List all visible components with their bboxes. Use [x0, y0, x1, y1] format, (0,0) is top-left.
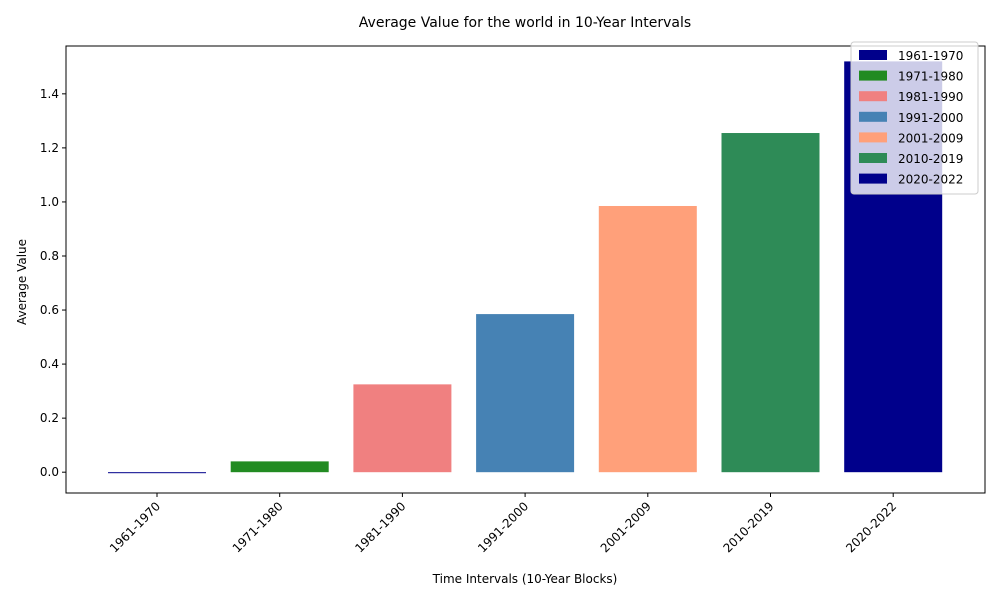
x-tick-label: 2001-2009	[598, 499, 654, 555]
x-tick-label: 2010-2019	[720, 499, 776, 555]
y-tick-label: 0.6	[40, 303, 59, 317]
legend-swatch	[859, 50, 887, 60]
bar-2010-2019	[721, 133, 820, 473]
y-tick-label: 0.2	[40, 411, 59, 425]
bar-1971-1980	[230, 461, 329, 473]
legend-label: 1981-1990	[898, 90, 963, 104]
bar-1981-1990	[353, 384, 452, 473]
legend-swatch	[859, 153, 887, 163]
y-axis-label: Average Value	[15, 239, 29, 325]
legend-label: 2010-2019	[898, 152, 963, 166]
x-tick-label: 1961-1970	[107, 499, 163, 555]
y-tick-label: 1.4	[40, 87, 59, 101]
legend-label: 2020-2022	[898, 173, 963, 187]
legend-swatch	[859, 132, 887, 143]
bar-2001-2009	[598, 205, 697, 473]
y-tick-label: 0.0	[40, 465, 59, 479]
x-tick-label: 2020-2022	[843, 499, 899, 555]
legend-label: 1971-1980	[898, 70, 963, 84]
y-tick-label: 1.2	[40, 141, 59, 155]
y-tick-label: 0.4	[40, 357, 59, 371]
legend-label: 1961-1970	[898, 49, 963, 63]
legend-label: 1991-2000	[898, 111, 963, 125]
x-tick-label: 1971-1980	[230, 499, 286, 555]
x-axis-label: Time Intervals (10-Year Blocks)	[432, 572, 618, 586]
legend-swatch	[859, 91, 887, 102]
plot-area: 0.0 0.2 0.4 0.6 0.8 1.0 1.2 1.4 1961-1970 1971-19…	[40, 45, 986, 555]
bar-1991-2000	[476, 314, 575, 473]
x-tick-label: 1991-2000	[475, 499, 531, 555]
legend-swatch	[859, 70, 887, 81]
bar-1961-1970	[108, 472, 206, 474]
legend-swatch	[859, 111, 887, 122]
legend-swatch	[859, 173, 887, 184]
legend: 1961-1970 1971-1980 1981-1990 1991-2000 2001…	[850, 41, 979, 195]
y-tick-label: 0.8	[40, 249, 59, 263]
y-tick-label: 1.0	[40, 195, 59, 209]
chart-title: Average Value for the world in 10-Year I…	[359, 15, 691, 31]
legend-label: 2001-2009	[898, 131, 963, 145]
x-tick-label: 1981-1990	[352, 499, 408, 555]
